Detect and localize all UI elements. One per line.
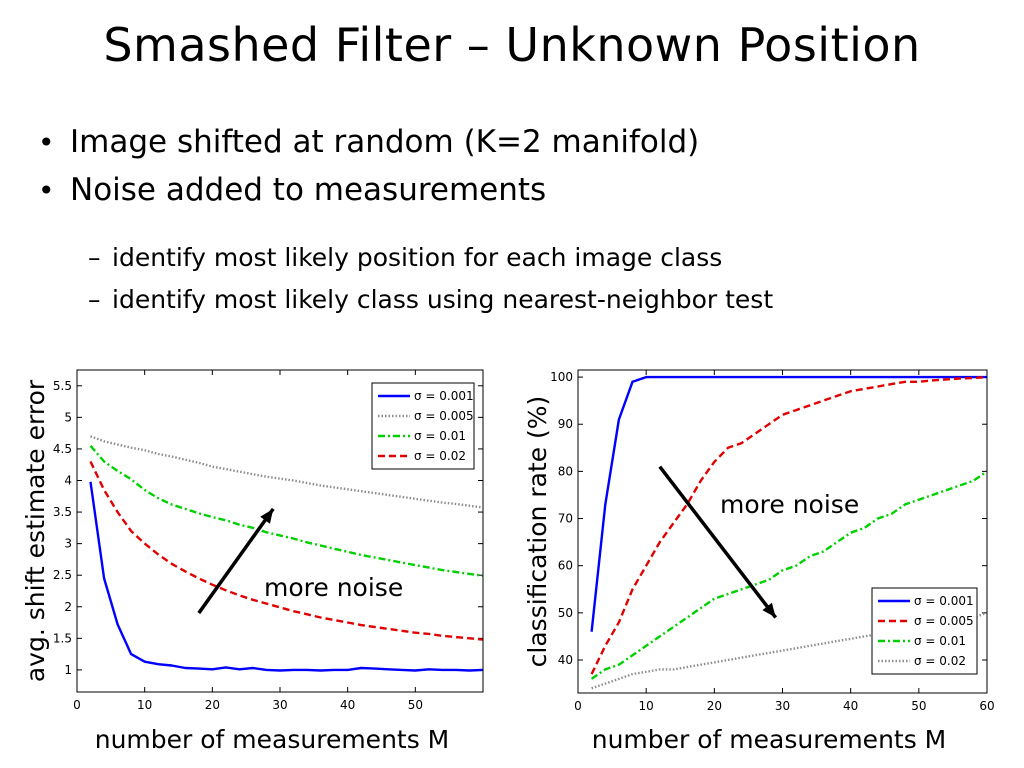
x-axis-label: number of measurements M	[592, 725, 947, 754]
bullet-dot: •	[38, 173, 55, 207]
y-tick-label: 5.5	[53, 379, 72, 393]
y-tick-label: 4	[64, 473, 72, 487]
y-axis-label: avg. shift estimate error	[21, 379, 50, 682]
series-line	[90, 435, 484, 509]
bullet-text: Image shifted at random (K=2 manifold)	[70, 124, 700, 160]
y-tick-label: 90	[558, 417, 573, 431]
y-tick-label: 50	[558, 606, 573, 620]
subbullet-text: identify most likely class using nearest…	[112, 284, 774, 314]
bullet-list: • Image shifted at random (K=2 manifold)…	[38, 118, 699, 214]
x-axis-label: number of measurements M	[95, 725, 450, 754]
series-line	[590, 375, 988, 675]
x-tick-label: 60	[979, 699, 994, 713]
annotation-arrowhead	[762, 602, 776, 618]
plot-frame	[76, 369, 484, 693]
legend-label: σ = 0.01	[914, 634, 966, 648]
legend-box	[371, 382, 475, 470]
legend-label: σ = 0.001	[414, 389, 474, 403]
bullet-dot: •	[38, 125, 55, 159]
x-tick-label: 20	[205, 698, 220, 712]
y-tick-label: 3	[64, 537, 72, 551]
annotation-arrow	[658, 465, 778, 619]
subbullet-item: – identify most likely class using neare…	[88, 278, 773, 320]
legend-label: σ = 0.001	[914, 594, 974, 608]
y-tick-label: 1	[64, 663, 72, 677]
y-axis-label: classification rate (%)	[523, 396, 552, 668]
series-line	[590, 375, 987, 632]
x-tick-label: 40	[340, 698, 355, 712]
legend: σ = 0.001 σ = 0.005 σ = 0.01 σ = 0.02	[371, 382, 475, 470]
bullet-item: • Image shifted at random (K=2 manifold)	[38, 118, 699, 166]
x-tick-label: 0	[73, 698, 81, 712]
annotation-text: more noise	[720, 490, 859, 519]
subbullet-list: – identify most likely position for each…	[88, 236, 773, 320]
x-tick-label: 40	[843, 699, 858, 713]
annotation-arrow	[197, 507, 275, 615]
y-tick-label: 2.5	[53, 568, 72, 582]
y-tick-label: 3.5	[53, 505, 72, 519]
x-tick-label: 50	[408, 698, 423, 712]
subbullet-dash: –	[88, 284, 101, 314]
y-tick-label: 80	[558, 464, 573, 478]
x-tick-label: 50	[911, 699, 926, 713]
annotation-text: more noise	[264, 573, 403, 602]
y-tick-label: 2	[64, 600, 72, 614]
x-tick-label: 20	[707, 699, 722, 713]
shift-error-chart: 0 10 20 30 40 50 1 1.5 2 2.5 3 3.5 4 4.5 5 5.5 σ = 0.001…	[21, 369, 484, 754]
slide-title: Smashed Filter – Unknown Position	[103, 18, 921, 72]
bullet-text: Noise added to measurements	[70, 172, 547, 208]
legend-label: σ = 0.02	[914, 654, 966, 668]
legend-label: σ = 0.005	[914, 614, 974, 628]
plot-frame	[577, 369, 988, 694]
annotation-arrowhead	[260, 508, 274, 524]
legend: σ = 0.001 σ = 0.005 σ = 0.01 σ = 0.02	[871, 587, 978, 675]
legend-label: σ = 0.005	[414, 409, 474, 423]
subbullet-item: – identify most likely position for each…	[88, 236, 773, 278]
x-tick-label: 0	[574, 699, 582, 713]
y-tick-label: 1.5	[53, 631, 72, 645]
series-line	[590, 470, 988, 680]
legend-label: σ = 0.02	[414, 449, 466, 463]
x-tick-label: 10	[137, 698, 152, 712]
x-tick-label: 10	[639, 699, 654, 713]
bullet-item: • Noise added to measurements	[38, 166, 699, 214]
series-line	[89, 445, 484, 577]
series-line	[89, 460, 484, 641]
y-tick-label: 70	[558, 512, 573, 526]
subbullet-dash: –	[88, 242, 101, 272]
series-line	[89, 481, 484, 672]
y-tick-label: 5	[64, 410, 72, 424]
legend-box	[871, 587, 978, 675]
y-tick-label: 40	[558, 653, 573, 667]
y-tick-label: 60	[558, 559, 573, 573]
x-tick-label: 30	[775, 699, 790, 713]
y-tick-label: 4.5	[53, 442, 72, 456]
x-tick-label: 30	[272, 698, 287, 712]
y-tick-label: 100	[550, 370, 573, 384]
legend-label: σ = 0.01	[414, 429, 466, 443]
subbullet-text: identify most likely position for each i…	[112, 242, 723, 272]
